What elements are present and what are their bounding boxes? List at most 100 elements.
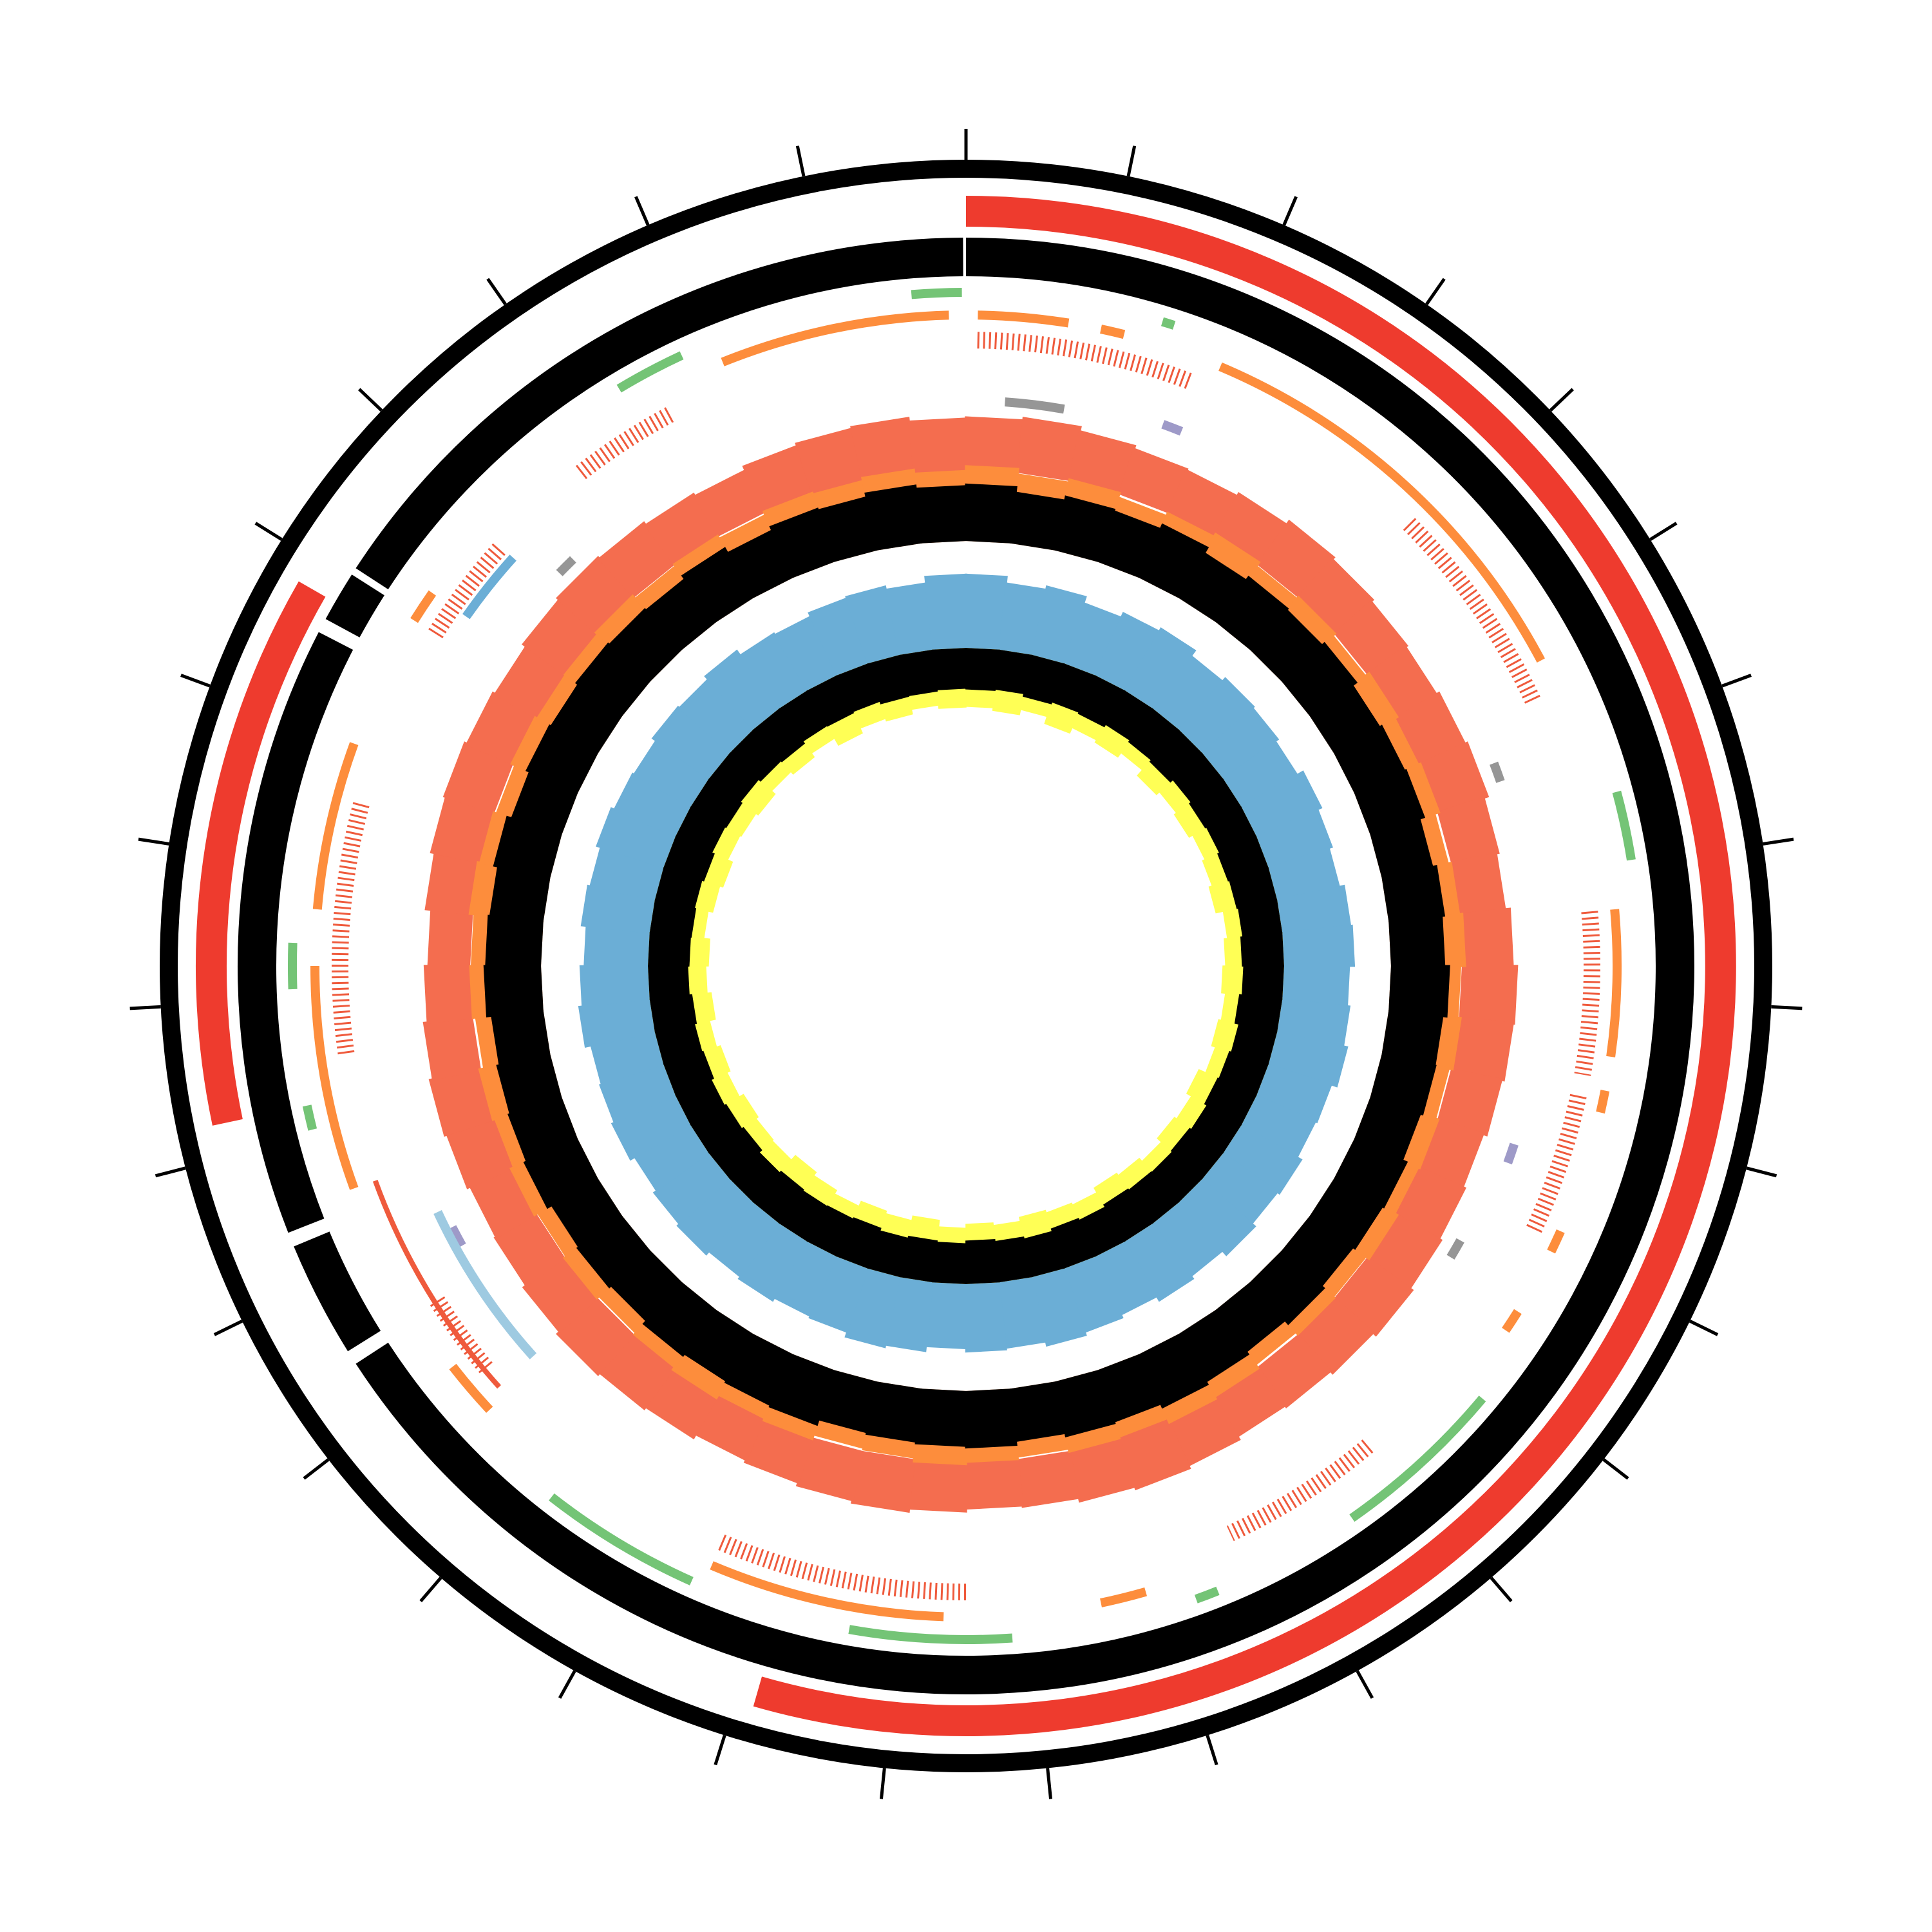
- histogram-bar: [493, 645, 565, 719]
- histogram-bar: [1138, 523, 1209, 599]
- feature-ticks: [428, 1293, 493, 1374]
- histogram-bar: [1202, 706, 1280, 780]
- histogram-bar: [1282, 924, 1356, 967]
- histogram-bar: [724, 1333, 794, 1406]
- histogram-bar: [932, 1242, 967, 1284]
- feature-arc: [410, 590, 437, 623]
- histogram-bar: [914, 1388, 967, 1447]
- histogram-bar: [795, 427, 864, 495]
- histogram-bar: [1333, 1138, 1408, 1209]
- histogram-bar: [578, 998, 655, 1048]
- histogram-bar: [611, 1095, 691, 1161]
- histogram-bar: [907, 417, 967, 473]
- histogram-bar: [1282, 965, 1350, 1007]
- histogram-bar: [648, 932, 691, 967]
- feature-arc: [294, 1231, 381, 1352]
- histogram-bar: [1053, 495, 1116, 562]
- feature-arc: [911, 288, 962, 299]
- histogram-bar: [1309, 1177, 1384, 1250]
- histogram-bar: [708, 1202, 780, 1278]
- feature-arc: [302, 1104, 317, 1131]
- feature-arc: [449, 1363, 493, 1413]
- histogram-bar: [649, 994, 697, 1033]
- outer-ring: [160, 160, 1772, 1772]
- histogram-bar: [1418, 741, 1490, 814]
- histogram-bar: [690, 1104, 743, 1154]
- feature-arc: [556, 556, 576, 576]
- histogram-bar: [708, 1126, 762, 1180]
- feature-arc: [978, 310, 1070, 328]
- feature-arc: [355, 238, 963, 590]
- histogram-bar: [507, 1096, 578, 1163]
- feature-arc: [462, 554, 516, 620]
- tick-mark: [634, 196, 650, 226]
- histogram-bar: [850, 417, 915, 482]
- histogram-bar: [1023, 1231, 1065, 1278]
- feature-arc: [310, 965, 359, 1190]
- histogram-bar: [844, 1268, 901, 1349]
- histogram-bar: [1450, 1017, 1514, 1082]
- histogram-bar: [1096, 1354, 1162, 1423]
- histogram-bar: [1215, 1281, 1287, 1353]
- histogram-bar: [613, 772, 691, 837]
- tick-mark: [1356, 1670, 1374, 1699]
- histogram-bar: [1241, 1095, 1317, 1159]
- tick-mark: [213, 1320, 243, 1336]
- histogram-bar: [864, 484, 923, 551]
- histogram-bar: [1124, 627, 1197, 709]
- feature-ticks: [1526, 1094, 1587, 1234]
- histogram-bar: [485, 914, 544, 967]
- histogram-bar: [1009, 491, 1066, 551]
- feature-arc: [433, 1210, 537, 1359]
- tick-mark: [558, 1670, 576, 1699]
- histogram-bar: [965, 1388, 1018, 1449]
- histogram-bar: [1050, 1218, 1096, 1269]
- histogram-bar: [743, 1418, 814, 1484]
- tick-mark: [879, 1768, 886, 1799]
- feature-arc: [848, 1625, 1013, 1644]
- tick-mark: [1282, 196, 1298, 226]
- histogram-bar: [590, 1031, 664, 1086]
- histogram-bar: [690, 778, 743, 828]
- histogram-bar: [1249, 1249, 1325, 1325]
- histogram-bar: [1281, 1215, 1354, 1288]
- histogram-bar: [1053, 1370, 1116, 1437]
- histogram-bar: [1068, 1437, 1137, 1503]
- histogram-bar: [925, 1282, 967, 1350]
- histogram-bar: [1118, 1418, 1191, 1491]
- histogram-bar: [694, 1395, 766, 1462]
- histogram-bar: [608, 608, 683, 683]
- histogram-bar: [899, 649, 938, 697]
- histogram-bar: [1238, 899, 1283, 938]
- feature-arc: [753, 196, 1736, 1736]
- histogram-bar: [1202, 1152, 1279, 1225]
- tick-mark: [303, 1458, 330, 1480]
- histogram-bar: [729, 729, 782, 782]
- histogram-bar: [423, 965, 473, 1024]
- histogram-bar: [693, 469, 766, 537]
- histogram-bar: [965, 1282, 1007, 1353]
- histogram-bar: [1077, 675, 1126, 728]
- tick-mark: [180, 674, 211, 688]
- histogram-bar: [865, 1381, 923, 1443]
- histogram-bar: [1418, 1118, 1485, 1189]
- feature-arc: [710, 1561, 944, 1622]
- feature-ticks: [1574, 911, 1600, 1076]
- tick-mark: [1425, 278, 1446, 305]
- histogram-bar: [589, 846, 664, 901]
- histogram-bar: [1166, 469, 1239, 537]
- histogram-bar: [965, 573, 1008, 650]
- histogram-bar: [742, 444, 814, 514]
- histogram-bar: [1223, 740, 1298, 808]
- histogram-bar: [965, 483, 1018, 544]
- feature-arc: [355, 238, 1694, 1694]
- feature-arc: [1194, 1586, 1220, 1604]
- histogram-bar: [1229, 867, 1278, 909]
- histogram-bar: [1128, 1171, 1180, 1224]
- histogram-bar: [994, 1236, 1033, 1283]
- feature-arc: [1161, 420, 1184, 436]
- histogram-bar: [1204, 1077, 1257, 1126]
- histogram-bar: [493, 815, 562, 879]
- histogram-bar: [1218, 1050, 1269, 1096]
